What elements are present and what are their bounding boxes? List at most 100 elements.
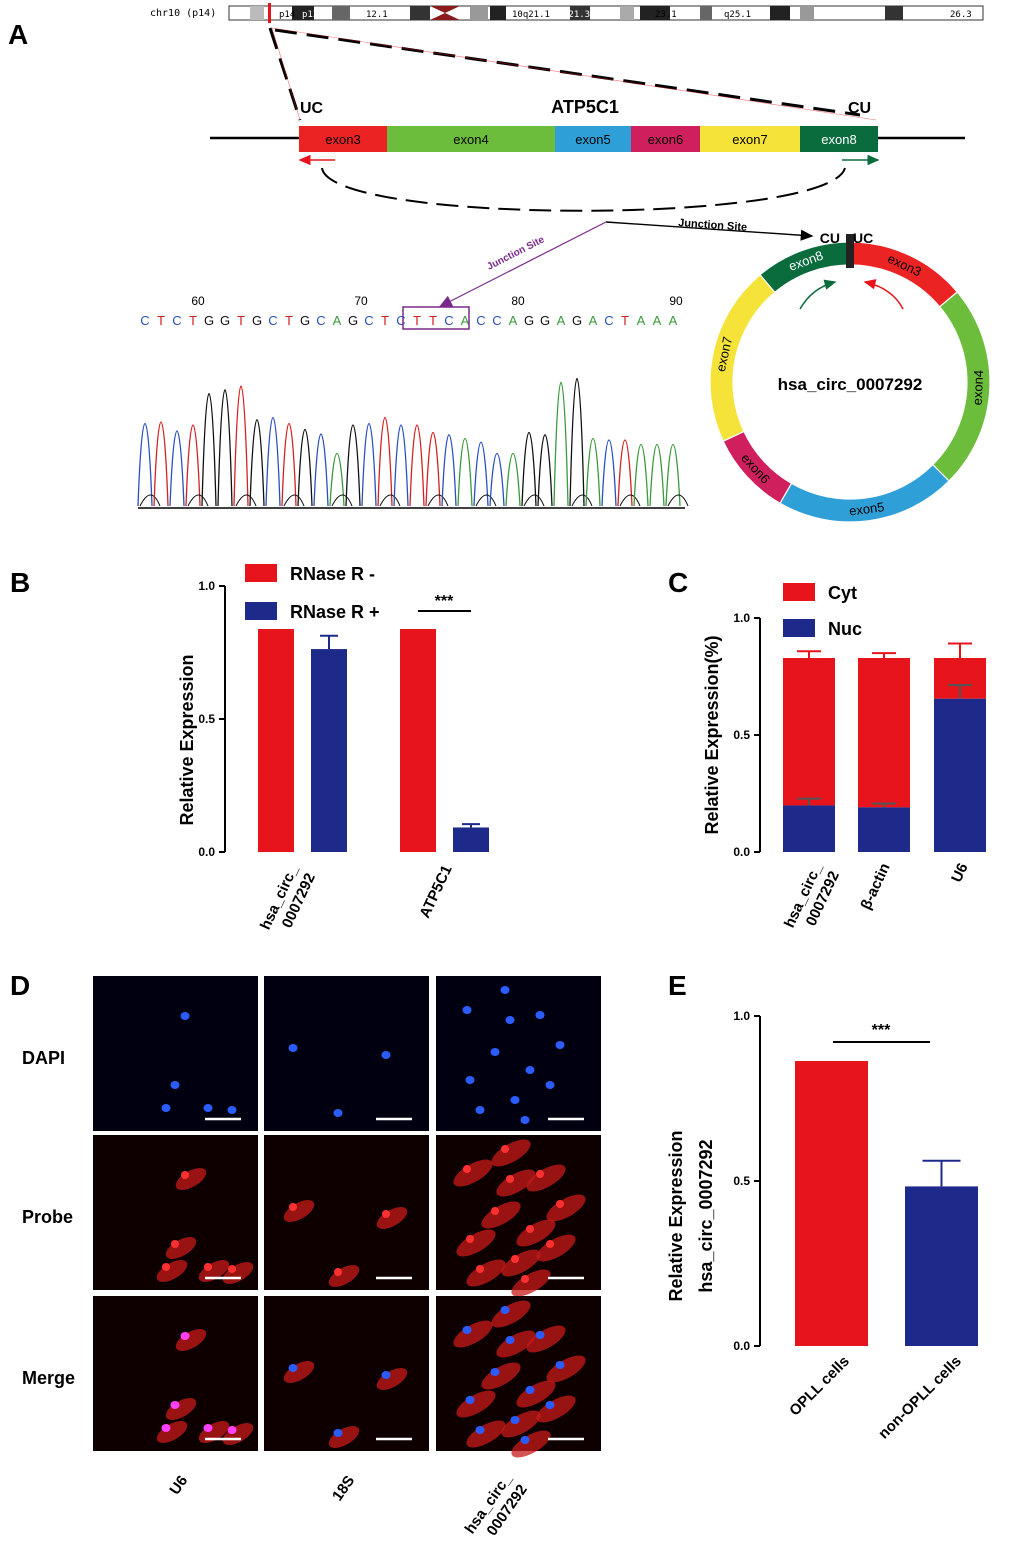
cell-nucleus [288,1044,298,1052]
y-tick-label: 0.5 [198,712,215,726]
cell-nucleus [520,1436,530,1444]
chromatogram-peak [473,441,489,507]
sequence-base: G [220,313,230,328]
cell-nucleus-probe [556,1200,564,1208]
cell-nucleus [381,1051,391,1059]
panel-letter-a: A [8,19,28,50]
chromosome-band: 23.1 [655,10,677,20]
circle-junction-marker [846,234,854,268]
circrna-name: hsa_circ_0007292 [778,375,923,394]
cell-nucleus [555,1361,565,1369]
circle-segment-label: exon5 [848,499,885,518]
chromatogram-peak [169,430,185,507]
sequence-base: T [413,313,421,328]
cell-nucleus [161,1104,171,1112]
chromatogram-peak [569,378,585,507]
sequence-base: C [396,313,405,328]
circle-segment [709,273,776,442]
gene-name: ATP5C1 [551,97,619,117]
circle-segment-label: exon7 [713,335,735,373]
cell-nucleus [170,1081,180,1089]
chromatogram-peak [377,416,393,507]
chromatogram [137,378,689,507]
chromatogram-peak [393,424,409,507]
cell-nucleus [170,1401,180,1409]
y-tick-label: 1.0 [733,611,750,625]
chromatogram-peak [281,422,297,507]
chromosome-band: q25.1 [724,10,751,20]
chromatogram-peak [601,439,617,507]
cell-nucleus [520,1116,530,1124]
category-label: U6 [948,861,972,886]
panel-letter-b: B [10,567,30,598]
exon-block [800,126,878,152]
sequence-base: C [604,313,613,328]
sequence-base: G [540,313,550,328]
cell-cytoplasm [175,1329,207,1351]
cell-cytoplasm [526,1164,566,1192]
cell-cytoplasm [456,1390,496,1418]
micrograph-tile [264,976,429,1131]
sequence-base: A [637,313,646,328]
cell-nucleus [180,1012,190,1020]
exon-block [555,126,631,152]
cell-nucleus [180,1332,190,1340]
sequence-base: A [669,313,678,328]
panel-a: A chr10 (p14) p14 p13 12.1 10q21.1 q21.3 23.1… [8,3,991,523]
chromatogram-peak [185,424,201,507]
chromosome-band: q21.3 [563,10,590,20]
exon-track: exon3 exon4 exon5 exon6 exon7 exon8 [299,126,878,152]
chromatogram-peak [297,429,313,507]
sequence-base: T [621,313,629,328]
bar [400,629,436,852]
y-tick-label: 0.0 [733,845,750,859]
y-axis-title: Relative Expression [177,654,197,825]
cell-nucleus-probe [521,1275,529,1283]
chromatogram-background [571,494,593,507]
chromosome-band: p13 [302,10,318,20]
sequence-position: 70 [354,294,368,308]
junction-label-sequence: Junction Site [485,234,546,273]
y-tick-label: 0.0 [733,1339,750,1353]
cell-nucleus [465,1076,475,1084]
bar [453,827,489,852]
category-label: hsa_circ_0007292 [781,860,843,939]
cell-cytoplasm [283,1361,315,1383]
chromatogram-background [475,494,497,507]
cell-cytoplasm [328,1426,360,1448]
sequence-base: A [557,313,566,328]
chromatogram-background [235,494,257,507]
chromatogram-background [331,494,353,507]
cell-nucleus [203,1104,213,1112]
chromatogram-peak [457,437,473,507]
chromosome-band: 10q21.1 [512,10,550,20]
cell-nucleus-probe [171,1240,179,1248]
legend-swatch [245,602,277,620]
bar [795,1061,868,1346]
cell-nucleus [500,986,510,994]
cell-nucleus [505,1016,515,1024]
circle-primer-red [863,279,904,310]
sequence-position: 80 [511,294,525,308]
significance-stars: *** [872,1022,891,1039]
chromatogram-peak [249,419,265,507]
legend-swatch [783,583,815,601]
cell-cytoplasm [536,1395,576,1423]
bar-cyt [858,658,910,808]
chromatogram-background [379,494,401,507]
cell-nucleus [475,1426,485,1434]
bar-cyt [783,658,835,806]
panel-b: B 0.0 0.5 1.0 Relative Expression RNase R - R… [10,564,489,932]
cell-cytoplasm [511,1430,551,1458]
sequence-base: C [476,313,485,328]
sequence-base: A [333,313,342,328]
y-tick-label: 1.0 [198,579,215,593]
chromatogram-peak [649,443,665,507]
cell-cytoplasm [526,1325,566,1353]
sequence-base: G [348,313,358,328]
category-label: ATP5C1 [416,863,455,921]
row-label: DAPI [22,1048,65,1068]
cell-cytoplasm [481,1201,521,1229]
panel-letter-e: E [668,970,687,1001]
category-label: non-OPLL cells [875,1353,965,1443]
